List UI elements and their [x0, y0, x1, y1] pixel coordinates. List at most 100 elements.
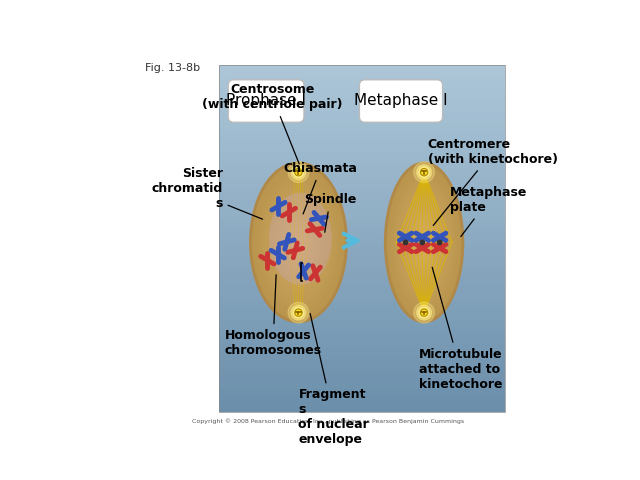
Bar — [219, 279, 506, 285]
Circle shape — [420, 309, 428, 316]
Ellipse shape — [399, 192, 449, 293]
Bar — [219, 82, 506, 88]
Ellipse shape — [285, 221, 311, 264]
Ellipse shape — [295, 237, 301, 248]
Bar — [219, 140, 506, 146]
Circle shape — [417, 305, 431, 320]
Circle shape — [288, 302, 308, 323]
Circle shape — [293, 167, 303, 177]
Text: Prophase I: Prophase I — [227, 93, 307, 108]
Bar — [219, 215, 506, 221]
Ellipse shape — [271, 197, 326, 288]
Bar — [219, 313, 506, 320]
Text: Homologous
chromosomes: Homologous chromosomes — [225, 275, 322, 357]
Bar — [219, 302, 506, 308]
Ellipse shape — [388, 168, 460, 317]
Ellipse shape — [389, 171, 459, 314]
Bar — [219, 163, 506, 169]
Ellipse shape — [262, 181, 335, 303]
Ellipse shape — [252, 166, 345, 319]
Ellipse shape — [291, 229, 307, 256]
Bar — [219, 348, 506, 355]
Bar — [219, 105, 506, 111]
Bar — [219, 88, 506, 94]
Bar — [219, 239, 506, 244]
Circle shape — [293, 308, 303, 318]
Bar — [219, 273, 506, 279]
Text: Metaphase I: Metaphase I — [355, 93, 448, 108]
Bar — [219, 65, 506, 71]
Ellipse shape — [297, 240, 300, 245]
Circle shape — [413, 302, 435, 323]
Bar — [219, 250, 506, 256]
Bar — [219, 76, 506, 83]
Bar — [219, 209, 506, 216]
Ellipse shape — [260, 179, 337, 306]
Text: Fig. 13-8b: Fig. 13-8b — [145, 63, 200, 73]
Bar — [219, 337, 506, 343]
Ellipse shape — [278, 208, 319, 277]
Ellipse shape — [423, 240, 426, 245]
Ellipse shape — [257, 174, 340, 311]
Ellipse shape — [392, 176, 456, 309]
Ellipse shape — [259, 176, 339, 309]
Bar — [219, 169, 506, 175]
Ellipse shape — [276, 205, 321, 279]
Circle shape — [413, 162, 435, 182]
Ellipse shape — [287, 224, 310, 261]
Bar — [219, 366, 506, 372]
Ellipse shape — [292, 232, 305, 253]
Ellipse shape — [415, 224, 433, 261]
Ellipse shape — [396, 184, 452, 300]
Bar — [219, 198, 506, 204]
Bar — [219, 94, 506, 100]
Bar — [219, 204, 506, 210]
Text: Copyright © 2008 Pearson Education, Inc., publishing as Pearson Benjamin Cumming: Copyright © 2008 Pearson Education, Inc.… — [192, 419, 464, 424]
Bar — [219, 99, 506, 106]
Circle shape — [291, 165, 306, 180]
Ellipse shape — [412, 218, 436, 266]
Ellipse shape — [284, 218, 313, 266]
Ellipse shape — [390, 174, 458, 311]
Ellipse shape — [279, 211, 317, 274]
Ellipse shape — [250, 163, 346, 322]
Ellipse shape — [275, 203, 323, 282]
Ellipse shape — [402, 197, 446, 288]
Ellipse shape — [393, 179, 455, 306]
Ellipse shape — [401, 195, 447, 290]
Ellipse shape — [406, 205, 442, 279]
Bar — [219, 128, 506, 134]
Bar — [219, 117, 506, 123]
Circle shape — [437, 240, 442, 245]
Ellipse shape — [417, 227, 432, 258]
Ellipse shape — [269, 195, 327, 290]
Bar — [219, 262, 506, 268]
Text: Microtubule
attached to
kinetochore: Microtubule attached to kinetochore — [419, 267, 502, 391]
Ellipse shape — [408, 211, 440, 274]
Bar — [219, 372, 506, 378]
Ellipse shape — [420, 234, 428, 251]
Bar — [219, 134, 506, 140]
Bar — [219, 244, 506, 250]
Ellipse shape — [289, 227, 308, 258]
Circle shape — [288, 162, 308, 182]
Circle shape — [419, 308, 429, 318]
Ellipse shape — [266, 190, 330, 295]
Bar — [219, 256, 506, 262]
Ellipse shape — [418, 229, 431, 256]
Bar — [219, 146, 506, 152]
Circle shape — [403, 240, 408, 245]
Bar — [219, 406, 506, 412]
Ellipse shape — [387, 166, 461, 319]
Ellipse shape — [419, 232, 429, 253]
Bar — [219, 319, 506, 325]
Bar — [219, 221, 506, 227]
Ellipse shape — [422, 237, 427, 248]
Bar — [219, 377, 506, 384]
Ellipse shape — [385, 163, 463, 322]
Bar — [219, 383, 506, 389]
Text: Metaphase
plate: Metaphase plate — [450, 186, 527, 237]
Bar — [219, 360, 506, 366]
Bar — [219, 122, 506, 129]
Ellipse shape — [282, 216, 314, 269]
